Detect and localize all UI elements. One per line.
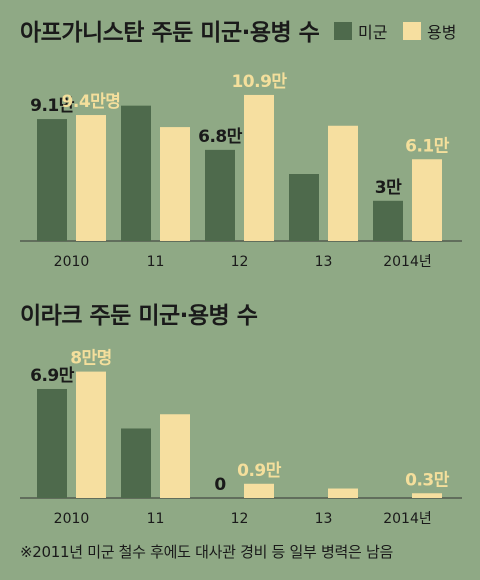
iraq-data-label-contractor-2: 0.9만	[237, 461, 282, 481]
afghanistan-data-label-us-2: 6.8만	[198, 127, 243, 147]
legend-swatch-contractor	[403, 22, 421, 40]
afghanistan-bar-us-0	[37, 119, 67, 241]
afghanistan-data-label-contractor-0: 9.4만명	[62, 92, 121, 112]
afghanistan-tick-label-0: 2010	[54, 254, 90, 270]
iraq-tick-label-2: 12	[231, 511, 249, 527]
legend-swatch-us	[334, 22, 352, 40]
afghanistan-data-label-us-0: 9.1만	[30, 96, 75, 116]
afghanistan-bar-contractor-4	[412, 159, 442, 241]
afghanistan-chart: 9.1만9.4만명 2010 11 6.8만 10.9만 12 13 3만 6.1만 2014년	[20, 72, 462, 270]
afghanistan-bar-us-1	[121, 105, 151, 241]
chart-title-afghanistan: 아프가니스탄 주둔 미군·용병 수	[20, 20, 320, 46]
afghanistan-bar-us-2	[205, 149, 235, 241]
legend-label-us: 미군	[358, 23, 387, 42]
afghanistan-tick-label-3: 13	[315, 254, 333, 270]
afghanistan-tick-label-2: 12	[231, 254, 249, 270]
iraq-bar-contractor-3	[328, 488, 358, 498]
iraq-tick-label-3: 13	[315, 511, 333, 527]
iraq-data-label-contractor-4: 0.3만	[405, 470, 450, 490]
afghanistan-bar-contractor-1	[160, 127, 190, 241]
afghanistan-bar-us-3	[289, 174, 319, 241]
afghanistan-tick-label-1: 11	[147, 254, 165, 270]
afghanistan-data-label-us-4: 3만	[375, 178, 402, 198]
iraq-bar-us-0	[37, 388, 67, 498]
iraq-data-label-us-0: 6.9만	[30, 366, 75, 386]
iraq-data-label-us-2: 0	[214, 475, 226, 495]
afghanistan-data-label-contractor-2: 10.9만	[231, 72, 287, 92]
iraq-tick-label-0: 2010	[54, 511, 90, 527]
afghanistan-bar-contractor-2	[244, 94, 274, 241]
afghanistan-bar-us-4	[373, 200, 403, 241]
afghanistan-tick-label-4: 2014년	[383, 254, 432, 270]
iraq-tick-label-4: 2014년	[383, 511, 432, 527]
iraq-bar-contractor-2	[244, 483, 274, 498]
chart-title-iraq: 이라크 주둔 미군·용병 수	[20, 303, 258, 329]
iraq-tick-label-1: 11	[147, 511, 165, 527]
afghanistan-data-label-contractor-4: 6.1만	[405, 136, 450, 156]
afghanistan-bar-contractor-0	[76, 115, 106, 241]
afghanistan-bar-contractor-3	[328, 125, 358, 241]
iraq-bar-contractor-1	[160, 414, 190, 498]
iraq-data-label-contractor-0: 8만명	[70, 349, 112, 369]
iraq-bar-contractor-0	[76, 371, 106, 498]
iraq-bar-us-1	[121, 428, 151, 498]
iraq-bar-contractor-4	[412, 493, 442, 498]
legend-label-contractor: 용병	[427, 23, 456, 42]
footnote: ※2011년 미군 철수 후에도 대사관 경비 등 일부 병력은 남음	[20, 543, 393, 561]
